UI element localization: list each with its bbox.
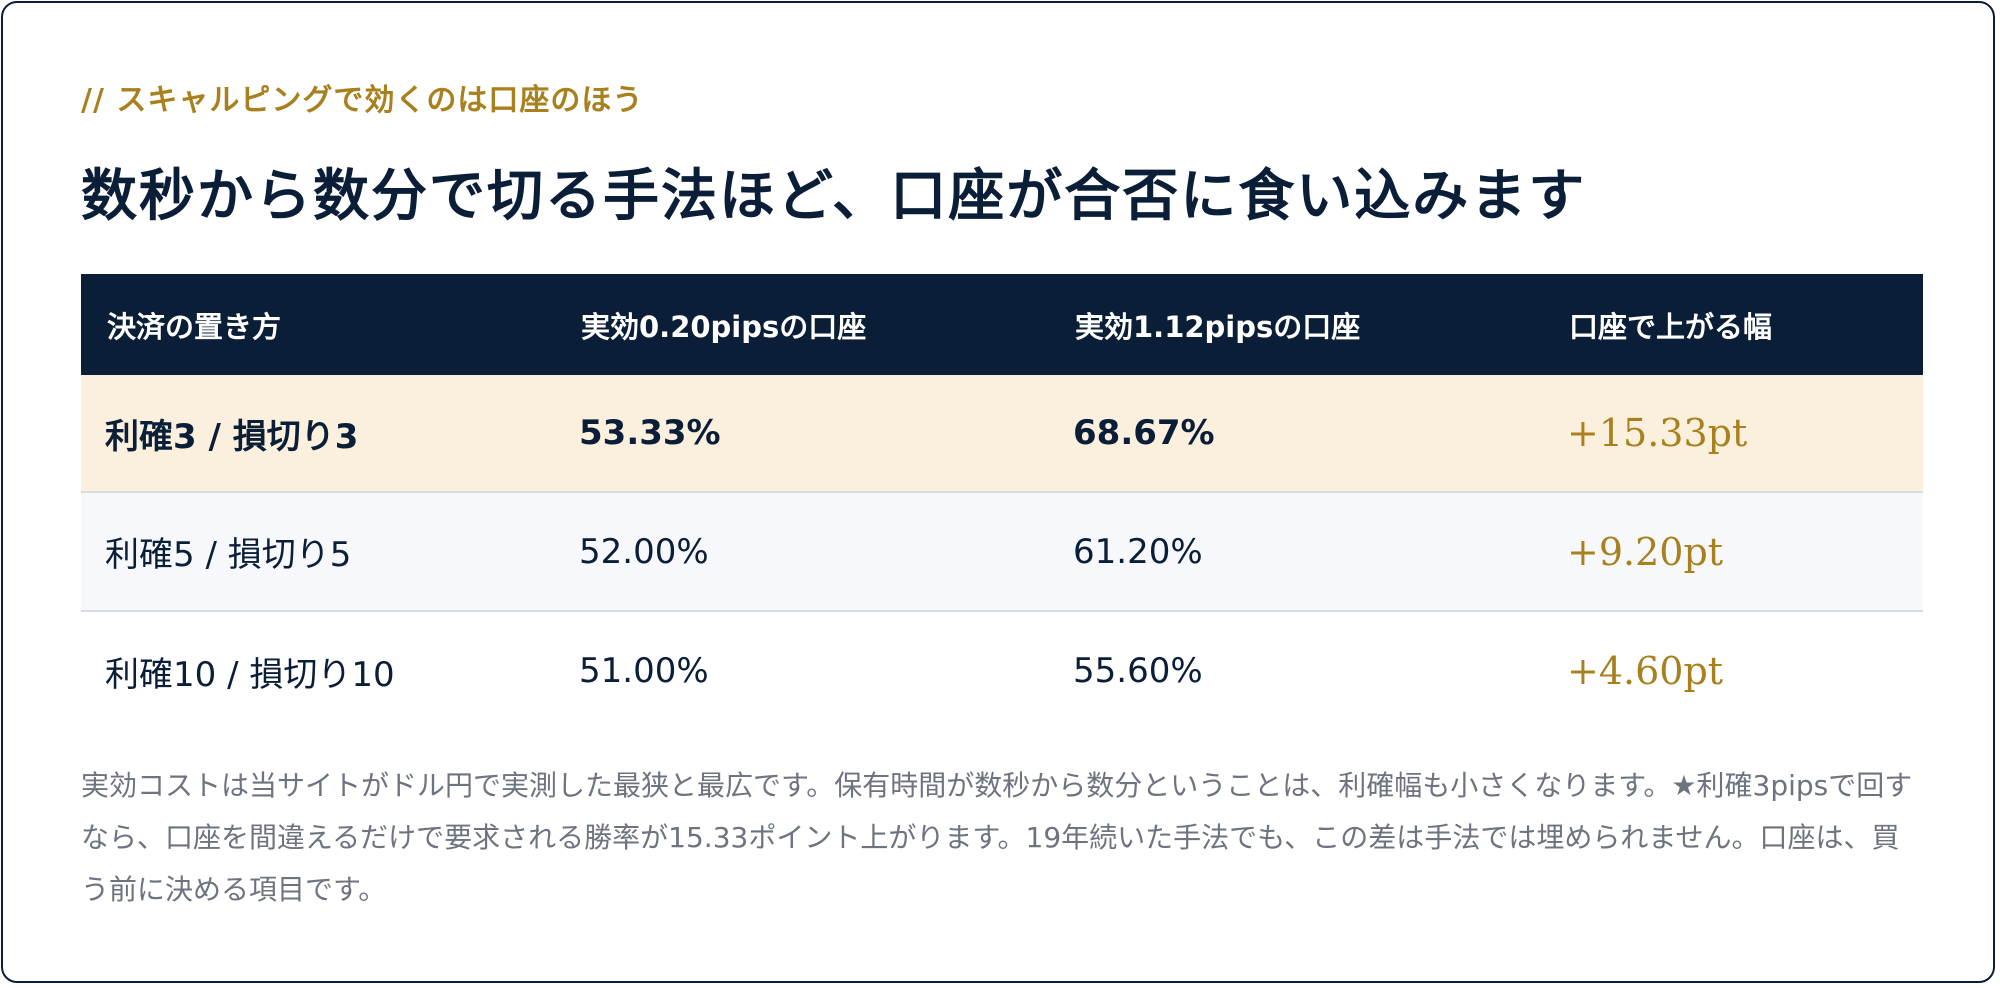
- cell-narrow-rate: 51.00%: [579, 651, 709, 691]
- cell-wide-rate: 68.67%: [1073, 413, 1215, 453]
- cell-gain: +4.60pt: [1567, 649, 1724, 693]
- header-account-wide: 実効1.12pipsの口座: [1075, 309, 1361, 344]
- cell-settlement: 利確3 / 損切り3: [105, 416, 359, 457]
- cell-settlement: 利確5 / 損切り5: [105, 535, 352, 575]
- table-row: 利確3 / 損切り3 53.33% 68.67% +15.33pt: [81, 375, 1923, 492]
- cell-gain: +9.20pt: [1567, 529, 1724, 574]
- cell-narrow-rate: 53.33%: [579, 413, 721, 453]
- header-gain: 口座で上がる幅: [1569, 309, 1773, 344]
- table-row: 利確10 / 損切り10 51.00% 55.60% +4.60pt: [81, 611, 1923, 730]
- footnote: 実効コストは当サイトがドル円で実測した最狭と最広です。保有時間が数秒から数分とい…: [81, 769, 1913, 906]
- cell-settlement: 利確10 / 損切り10: [105, 654, 395, 695]
- cell-gain: +15.33pt: [1567, 411, 1748, 455]
- cell-wide-rate: 61.20%: [1073, 531, 1203, 572]
- header-account-narrow: 実効0.20pipsの口座: [581, 309, 867, 344]
- table-body: 利確3 / 損切り3 53.33% 68.67% +15.33pt 利確5 / …: [81, 375, 1923, 730]
- header-settlement: 決済の置き方: [107, 309, 282, 344]
- table-row: 利確5 / 損切り5 52.00% 61.20% +9.20pt: [81, 492, 1923, 611]
- table-header: 決済の置き方 実効0.20pipsの口座 実効1.12pipsの口座 口座で上が…: [81, 274, 1923, 375]
- section-eyebrow: // スキャルピングで効くのは口座のほう: [81, 83, 644, 118]
- table-header-row: 決済の置き方 実効0.20pipsの口座 実効1.12pipsの口座 口座で上が…: [81, 274, 1923, 375]
- cell-narrow-rate: 52.00%: [579, 531, 709, 572]
- win-rate-table: 決済の置き方 実効0.20pipsの口座 実効1.12pipsの口座 口座で上が…: [81, 274, 1923, 730]
- cell-wide-rate: 55.60%: [1073, 651, 1203, 691]
- page-title: 数秒から数分で切る手法ほど、口座が合否に食い込みます: [81, 163, 1587, 229]
